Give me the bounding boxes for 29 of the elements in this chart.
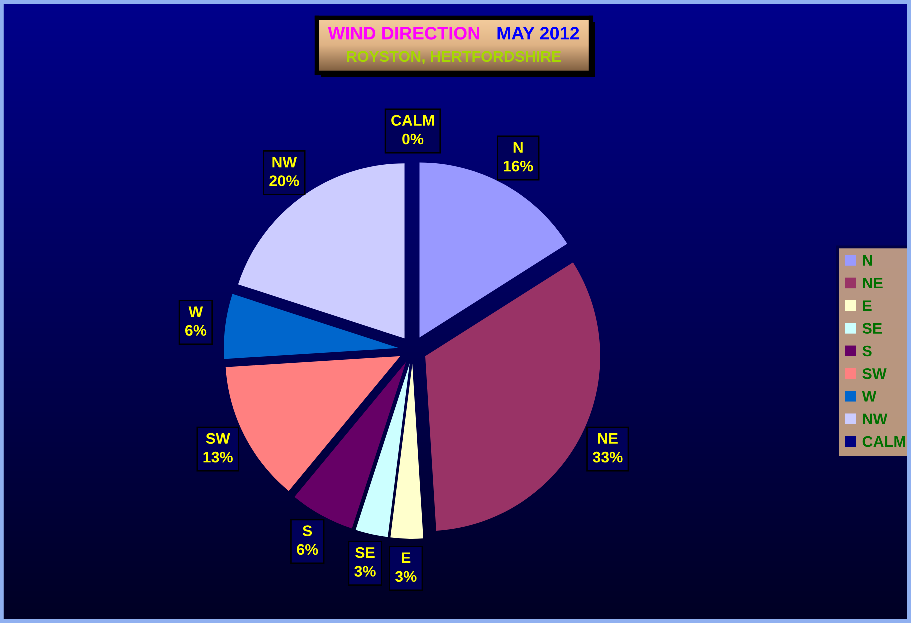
legend-label: S: [862, 346, 872, 357]
legend-label: NW: [863, 414, 888, 424]
legend-label: SE: [862, 323, 882, 334]
text: 0%: [402, 134, 424, 145]
chart-subtitle: ROYSTON, HERTFORDSHIRE: [347, 51, 562, 64]
slice-label: NE: [598, 433, 618, 444]
slice-label: E: [402, 552, 411, 564]
slice-label: W: [188, 306, 204, 318]
data-label: 20%: [270, 176, 300, 186]
data-label: 13%: [204, 452, 233, 463]
legend-label: E: [863, 300, 872, 312]
slice-label: N: [514, 142, 523, 153]
data-label: 33%: [592, 452, 623, 463]
category-label: CALM: [392, 115, 434, 126]
slice-label: SE: [356, 547, 375, 558]
slice-label: SW: [206, 433, 230, 444]
legend-label: N: [863, 255, 872, 266]
data-label: 16%: [504, 160, 534, 172]
legend-label: CALM: [862, 436, 906, 448]
data-label: 6%: [297, 544, 318, 556]
slice-label: S: [302, 526, 312, 536]
chart-title: WIND DIRECTION MAY 2012: [328, 27, 580, 40]
slice-label: NW: [272, 157, 298, 168]
legend-label: W: [862, 391, 877, 402]
data-label: 3%: [395, 571, 417, 582]
legend-label: NE: [863, 278, 883, 289]
legend-label: SW: [862, 368, 887, 380]
data-label: 3%: [354, 566, 376, 577]
data-label: 6%: [185, 325, 207, 336]
